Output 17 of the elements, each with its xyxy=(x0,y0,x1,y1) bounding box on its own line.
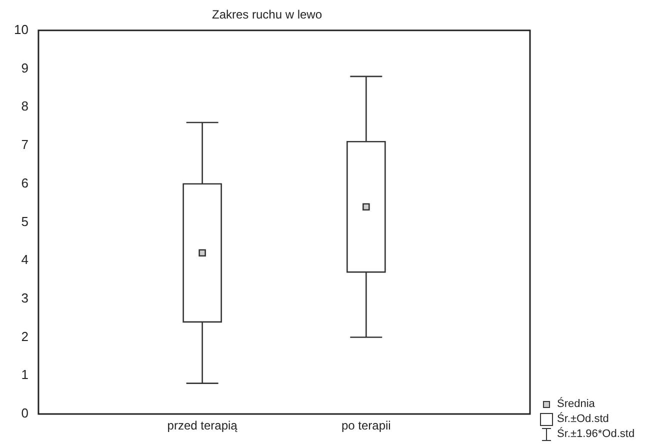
chart-title: Zakres ruchu w lewo xyxy=(212,8,322,22)
text: Śr.±1.96*Od.std xyxy=(557,427,635,442)
y-tick-label: 3 xyxy=(21,290,28,306)
y-tick-label: 9 xyxy=(21,60,28,76)
x-tick-label: po terapii xyxy=(341,418,391,432)
y-tick-label: 7 xyxy=(21,137,28,152)
x-tick-label: przed terapią xyxy=(167,418,238,432)
text: Śr.±Od.std xyxy=(557,412,609,427)
y-tick-label: 5 xyxy=(21,214,28,229)
y-tick-label: 2 xyxy=(21,328,28,344)
y-tick-label: 0 xyxy=(21,406,28,421)
y-tick-label: 10 xyxy=(14,22,28,37)
y-tick-label: 6 xyxy=(21,175,28,190)
y-tick-label: 1 xyxy=(21,367,28,382)
y-tick-label: 8 xyxy=(21,98,28,114)
y-tick-label: 4 xyxy=(21,252,28,268)
text: Średnia xyxy=(557,397,595,412)
